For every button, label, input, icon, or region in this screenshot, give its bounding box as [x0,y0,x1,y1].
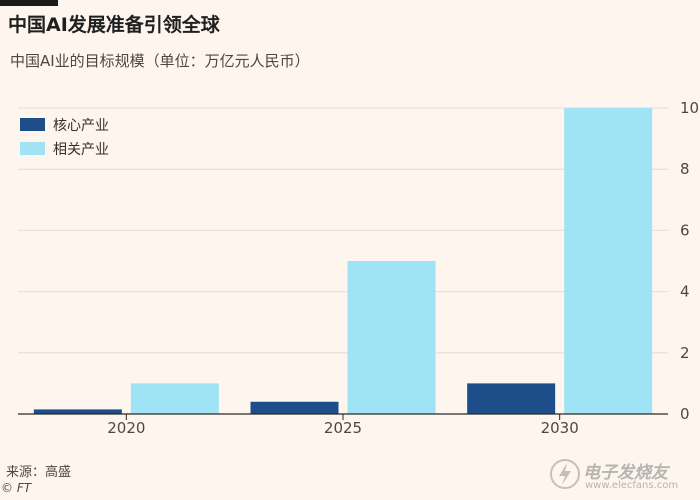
brand-top-bar [0,0,58,6]
bar-core-2030 [467,383,556,414]
bar-related-2025 [347,261,436,414]
legend-swatch-core [20,118,45,131]
bar-core-2025 [250,401,339,414]
x-tick-label-2025: 2025 [324,419,362,437]
y-tick-label-8: 8 [680,160,690,178]
y-tick-label-6: 6 [680,221,690,239]
y-tick-label-2: 2 [680,344,690,362]
legend-label-related: 相关产业 [53,142,109,158]
x-tick-label-2020: 2020 [107,419,145,437]
watermark-text: 电子发烧友 [583,463,668,483]
chart-subtitle: 中国AI业的目标规模（单位：万亿元人民币） [10,52,310,70]
legend-label-core: 核心产业 [53,118,109,134]
ft-credit: © FT [1,481,32,495]
bar-related-2020 [130,383,219,414]
y-tick-label-0: 0 [680,405,690,423]
bar-related-2030 [564,108,653,414]
watermark-url: www.elecfans.com [585,480,679,491]
x-tick-label-2030: 2030 [541,419,579,437]
bar-core-2020 [33,409,122,414]
y-tick-label-10: 10 [680,99,699,117]
y-tick-label-4: 4 [680,283,690,301]
watermark: 电子发烧友 www.elecfans.com [545,456,695,496]
source-note: 来源：高盛 [6,465,72,480]
watermark-logo-icon [550,459,580,489]
legend-swatch-related [20,142,45,155]
chart-title: 中国AI发展准备引领全球 [8,14,220,36]
